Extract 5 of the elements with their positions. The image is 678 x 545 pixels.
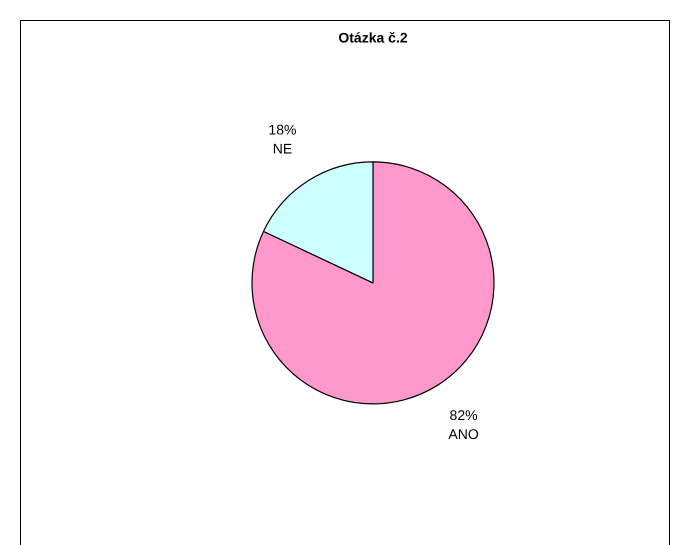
data-label: 82% [450,406,478,423]
slice-label: NE [272,140,292,157]
slice-label: ANO [448,426,479,442]
data-label: 18% [268,122,296,138]
chart-title: Otázka č.2 [338,29,408,46]
